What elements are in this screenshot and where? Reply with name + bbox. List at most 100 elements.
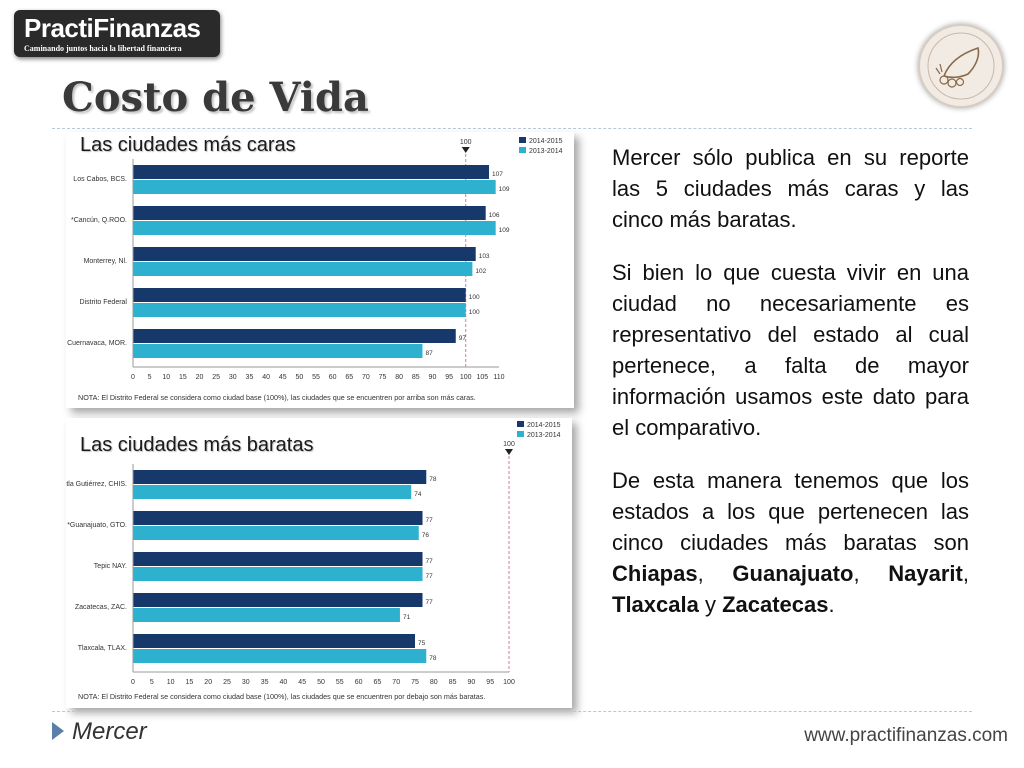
bar — [133, 552, 423, 566]
x-tick-label: 30 — [229, 374, 237, 381]
bar — [133, 206, 486, 220]
x-tick-label: 30 — [242, 679, 250, 686]
legend-swatch — [519, 147, 526, 153]
x-tick-label: 65 — [374, 679, 382, 686]
data-label: 77 — [426, 599, 434, 606]
bar — [133, 262, 473, 276]
state-zacatecas: Zacatecas — [722, 592, 829, 617]
category-label: Tlaxcala, TLAX. — [78, 645, 127, 652]
state-tlaxcala: Tlaxcala — [612, 592, 699, 617]
x-tick-label: 50 — [295, 374, 303, 381]
separator: , — [853, 561, 889, 586]
bar — [133, 329, 456, 343]
x-tick-label: 75 — [411, 679, 419, 686]
data-label: 97 — [459, 335, 467, 342]
bar — [133, 634, 415, 648]
bar — [133, 649, 427, 663]
reference-marker-icon — [505, 449, 513, 455]
source-label: Mercer — [72, 718, 147, 745]
category-label: Zacatecas, ZAC. — [75, 604, 127, 611]
reference-marker-icon — [461, 147, 470, 153]
x-tick-label: 35 — [261, 679, 269, 686]
x-tick-label: 85 — [449, 679, 457, 686]
body-paragraph-3: De esta manera tenemos que los estados a… — [612, 465, 969, 620]
body-paragraph-1: Mercer sólo publica en su reporte las 5 … — [612, 145, 969, 232]
x-tick-label: 80 — [395, 374, 403, 381]
legend-label: 2013-2014 — [529, 148, 563, 155]
category-label: Tepic NAY. — [94, 563, 127, 570]
x-tick-label: 10 — [167, 679, 175, 686]
data-label: 71 — [403, 614, 411, 621]
bar — [133, 288, 466, 302]
x-tick-label: 15 — [179, 374, 187, 381]
bar — [133, 180, 496, 194]
data-label: 78 — [429, 476, 437, 483]
category-label: Tuxtla Gutiérrez, CHIS. — [66, 481, 127, 488]
chart-note: NOTA: El Distrito Federal se considera c… — [78, 692, 485, 701]
website-url: www.practifinanzas.com — [804, 725, 1008, 746]
data-label: 77 — [426, 573, 434, 580]
data-label: 77 — [426, 558, 434, 565]
x-tick-label: 60 — [329, 374, 337, 381]
x-tick-label: 95 — [445, 374, 453, 381]
bar — [133, 485, 412, 499]
data-label: 106 — [489, 212, 500, 219]
data-label: 76 — [422, 532, 430, 539]
x-tick-label: 20 — [196, 374, 204, 381]
x-tick-label: 20 — [204, 679, 212, 686]
data-label: 100 — [469, 309, 480, 316]
x-tick-label: 90 — [429, 374, 437, 381]
bar — [133, 511, 423, 525]
x-tick-label: 10 — [162, 374, 170, 381]
category-label: Distrito Federal — [80, 299, 128, 306]
x-tick-label: 35 — [246, 374, 254, 381]
separator: , — [962, 561, 969, 586]
header-divider — [52, 128, 972, 129]
bar — [133, 247, 476, 261]
bar — [133, 470, 427, 484]
x-tick-label: 15 — [186, 679, 194, 686]
legend-swatch — [517, 431, 524, 437]
category-label: *Guanajuato, GTO. — [67, 522, 127, 529]
x-tick-label: 110 — [493, 374, 504, 381]
data-label: 74 — [414, 491, 422, 498]
x-tick-label: 100 — [460, 374, 472, 381]
x-tick-label: 70 — [392, 679, 400, 686]
x-tick-label: 0 — [131, 679, 135, 686]
bar — [133, 593, 423, 607]
category-label: Monterrey, Nl. — [84, 258, 127, 265]
x-tick-label: 0 — [131, 374, 135, 381]
chart-caption-baratas: Las ciudades más baratas — [80, 434, 314, 456]
x-tick-label: 55 — [312, 374, 320, 381]
bar — [133, 344, 423, 358]
practifinanzas-logo: PractiFinanzas Caminando juntos hacia la… — [14, 10, 220, 57]
state-chiapas: Chiapas — [612, 561, 698, 586]
x-tick-label: 5 — [148, 374, 152, 381]
x-tick-label: 55 — [336, 679, 344, 686]
x-tick-label: 40 — [280, 679, 288, 686]
x-tick-label: 5 — [150, 679, 154, 686]
x-tick-label: 95 — [486, 679, 494, 686]
x-tick-label: 45 — [298, 679, 306, 686]
bar — [133, 526, 419, 540]
x-tick-label: 105 — [477, 374, 489, 381]
category-label: Cuernavaca, MOR. — [67, 340, 127, 347]
bar — [133, 303, 466, 317]
x-tick-label: 70 — [362, 374, 370, 381]
x-tick-label: 75 — [379, 374, 387, 381]
data-label: 75 — [418, 640, 426, 647]
chart-card-caras: 100 2014-2015 2013-2014 Los Cabos, BCS. 107 1… — [66, 132, 574, 408]
legend-label: 2014-2015 — [529, 138, 563, 145]
category-label: Los Cabos, BCS. — [73, 176, 127, 183]
x-tick-label: 40 — [262, 374, 270, 381]
triangle-bullet-icon — [52, 722, 64, 740]
x-tick-label: 25 — [212, 374, 220, 381]
paragraph-3-intro: De esta manera tenemos que los estados a… — [612, 468, 969, 555]
slide-title: Costo de Vida — [62, 74, 369, 121]
data-label: 77 — [426, 517, 434, 524]
reference-label: 100 — [503, 441, 515, 448]
x-tick-label: 25 — [223, 679, 231, 686]
x-tick-label: 50 — [317, 679, 325, 686]
data-label: 103 — [479, 253, 490, 260]
